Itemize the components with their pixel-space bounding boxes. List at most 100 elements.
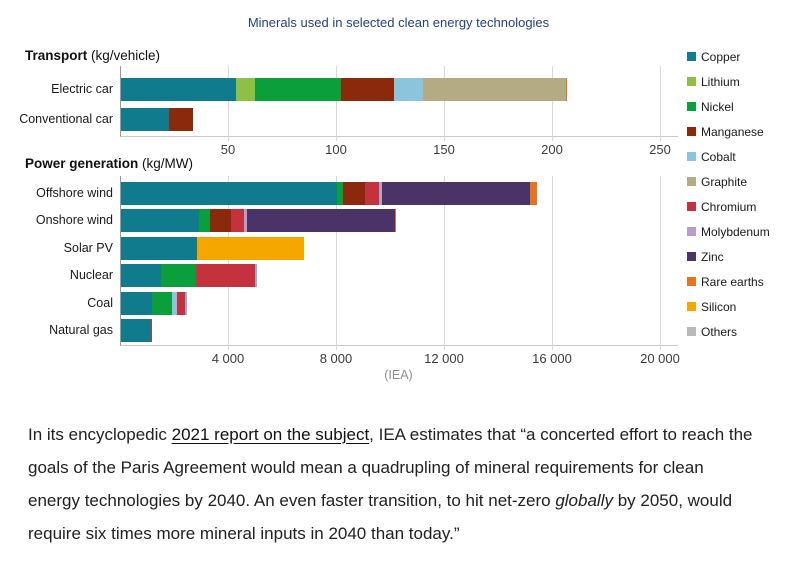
legend-swatch-icon <box>687 77 696 86</box>
plot-transport <box>120 66 678 141</box>
bar-segment-graphite <box>422 78 567 101</box>
axis-tick-label: 250 <box>649 142 671 157</box>
section-unit: (kg/MW) <box>138 156 194 171</box>
gridline <box>228 176 229 350</box>
gridline <box>552 176 553 350</box>
axis-tick-label: 200 <box>541 142 563 157</box>
bar-segment-chromium <box>176 292 186 315</box>
gridline <box>552 66 553 141</box>
row-label-electric-car: Electric car <box>51 82 113 96</box>
gridline <box>444 176 445 350</box>
legend-item-rare-earths: Rare earths <box>687 269 770 294</box>
legend-label: Silicon <box>701 299 737 314</box>
axis-tick-label: 4 000 <box>211 351 245 366</box>
legend-item-nickel: Nickel <box>687 94 770 119</box>
bar-segment-chromium <box>364 182 379 205</box>
bar-segment-zinc <box>381 182 531 205</box>
legend-swatch-icon <box>687 152 696 161</box>
bar-segment-molybdenum <box>254 264 257 287</box>
legend-item-molybdenum: Molybdenum <box>687 219 770 244</box>
chart-legend: Copper Lithium Nickel Manganese Cobalt Graphi… <box>687 44 770 344</box>
legend-swatch-icon <box>687 202 696 211</box>
bar-segment-chromium <box>150 319 152 342</box>
bar-segment-nickel <box>152 292 172 315</box>
bar-segment-copper <box>121 237 198 260</box>
article-text-after: by 2050, would require six times more mi… <box>28 491 733 543</box>
bar-segment-nickel <box>337 182 344 205</box>
axis-tick-label: 16 000 <box>532 351 572 366</box>
axis-tick-label: 20 000 <box>640 351 680 366</box>
article-italic-word: globally <box>555 491 613 510</box>
plot-power-generation <box>120 176 678 350</box>
bar-segment-manganese <box>169 108 194 131</box>
bar-electric-car <box>121 78 568 101</box>
report-link[interactable]: 2021 report on the subject <box>171 425 370 444</box>
legend-item-chromium: Chromium <box>687 194 770 219</box>
axis-tick-label: 150 <box>433 142 455 157</box>
axis-tick-label: 50 <box>220 142 236 157</box>
legend-item-others: Others <box>687 319 770 344</box>
legend-item-manganese: Manganese <box>687 119 770 144</box>
bar-segment-nickel <box>255 78 342 101</box>
bar-segment-lithium <box>235 78 256 101</box>
legend-swatch-icon <box>687 52 696 61</box>
legend-swatch-icon <box>687 252 696 261</box>
article-text-mid: , IEA estimates that “a concerted effort… <box>28 425 753 510</box>
legend-item-copper: Copper <box>687 44 770 69</box>
bar-segment-manganese <box>341 78 395 101</box>
section-header-transport: Transport (kg/vehicle) <box>25 48 160 63</box>
chart-title: Minerals used in selected clean energy t… <box>247 15 550 30</box>
row-label-coal: Coal <box>87 296 113 310</box>
chart-source: (IEA) <box>384 368 413 382</box>
bar-segment-chromium <box>231 209 244 232</box>
chart-figure: Minerals used in selected clean energy t… <box>19 15 770 382</box>
row-label-natural-gas: Natural gas <box>49 323 113 337</box>
legend-label: Others <box>701 324 738 339</box>
section-unit: (kg/vehicle) <box>87 48 161 63</box>
gridline <box>336 66 337 141</box>
bar-segment-molybdenum <box>185 292 188 315</box>
legend-label: Nickel <box>701 99 734 114</box>
bar-segment-copper <box>121 209 200 232</box>
bar-conventional-car <box>121 108 194 131</box>
legend-swatch-icon <box>687 102 696 111</box>
bar-segment-rare-earths <box>566 78 568 101</box>
bar-segment-manganese <box>343 182 365 205</box>
legend-swatch-icon <box>687 227 696 236</box>
bar-segment-copper <box>121 264 161 287</box>
legend-label: Copper <box>701 49 741 64</box>
section-title: Power generation <box>25 156 139 171</box>
bar-segment-copper <box>121 292 153 315</box>
legend-item-cobalt: Cobalt <box>687 144 770 169</box>
legend-label: Graphite <box>701 174 748 189</box>
gridline <box>660 176 661 350</box>
bar-offshore-wind <box>121 182 537 205</box>
gridline <box>336 176 337 350</box>
bar-segment-nickel <box>199 209 211 232</box>
bar-segment-copper <box>121 108 170 131</box>
section-header-power-generation: Power generation (kg/MW) <box>25 156 193 171</box>
section-title: Transport <box>25 48 88 63</box>
legend-swatch-icon <box>687 302 696 311</box>
legend-label: Zinc <box>701 249 724 264</box>
bar-segment-nickel <box>160 264 196 287</box>
article-paragraph: In its encyclopedic 2021 report on the s… <box>28 418 754 550</box>
legend-swatch-icon <box>687 277 696 286</box>
row-label-solar-pv: Solar PV <box>63 241 113 255</box>
legend-item-silicon: Silicon <box>687 294 770 319</box>
legend-label: Manganese <box>701 124 764 139</box>
bar-segment-silicon <box>197 237 304 260</box>
axis-tick-label: 100 <box>325 142 347 157</box>
bar-solar-pv <box>121 237 304 260</box>
legend-label: Cobalt <box>701 149 736 164</box>
axis-tick-label: 12 000 <box>424 351 464 366</box>
bar-segment-molybdenum <box>378 182 382 205</box>
legend-swatch-icon <box>687 177 696 186</box>
gridline <box>444 66 445 141</box>
legend-item-lithium: Lithium <box>687 69 770 94</box>
legend-label: Chromium <box>701 199 757 214</box>
row-label-offshore-wind: Offshore wind <box>36 186 113 200</box>
bar-nuclear <box>121 264 257 287</box>
article-text-before-link: In its encyclopedic <box>28 425 172 444</box>
